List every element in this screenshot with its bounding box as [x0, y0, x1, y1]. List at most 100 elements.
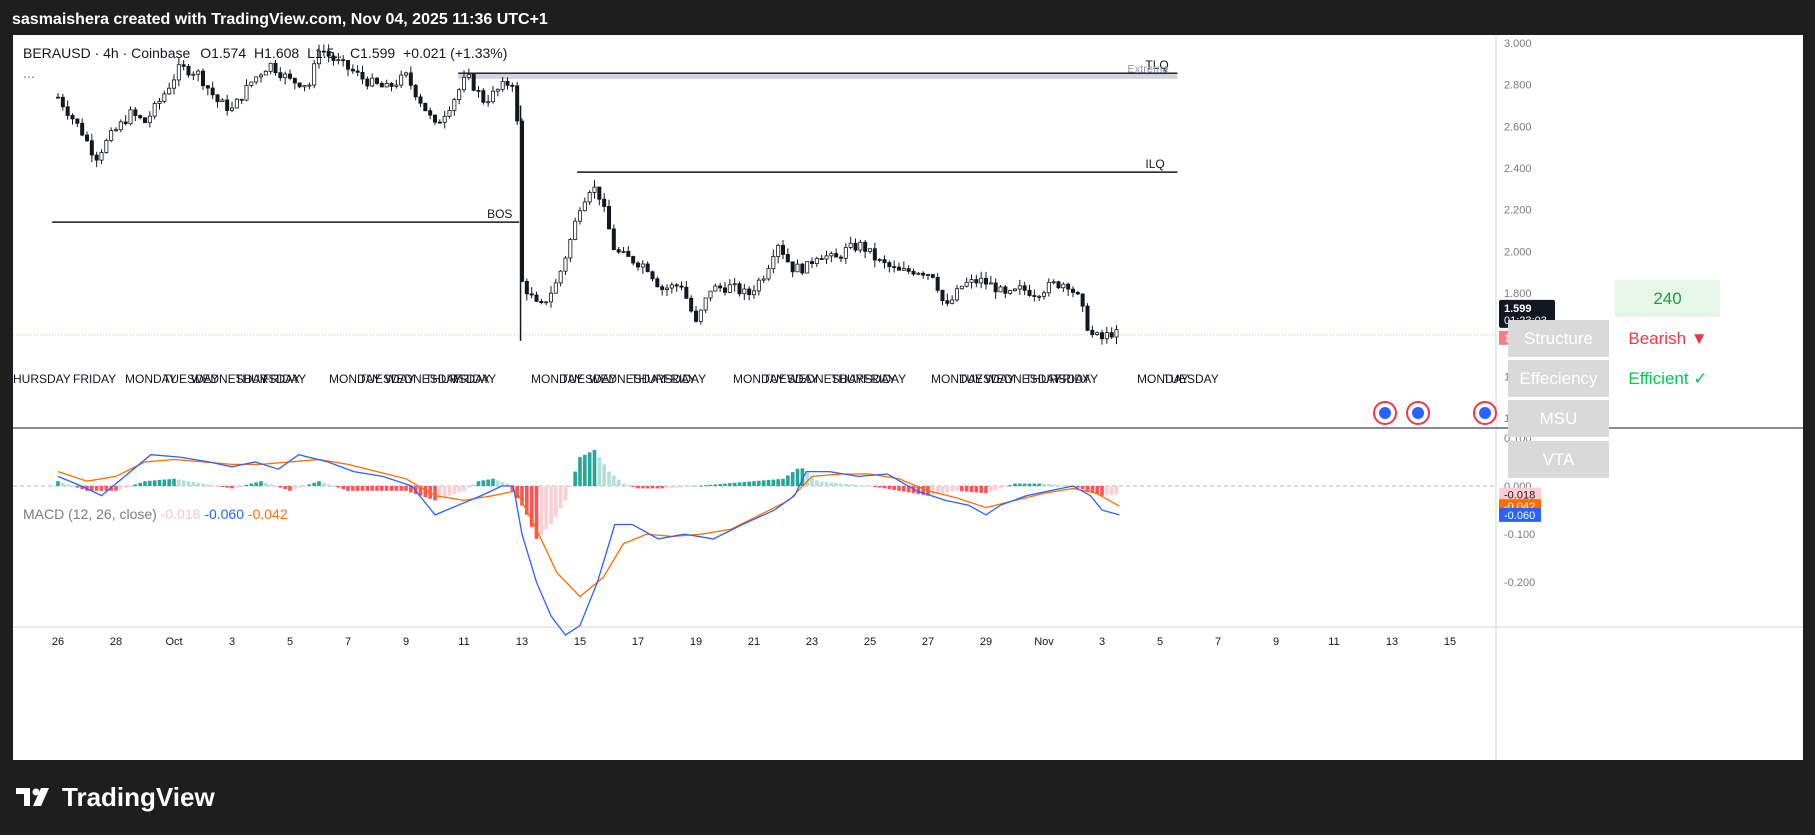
macd-hist-bar [389, 486, 394, 491]
candle-body [988, 282, 993, 285]
macd-hist-bar [181, 480, 186, 486]
candle-body [196, 70, 201, 75]
candle-body [297, 82, 302, 88]
candle-body [118, 121, 123, 131]
open-label: O [200, 45, 212, 61]
macd-hist-bar [505, 483, 510, 486]
macd-hist-bar [104, 486, 109, 491]
more-options-icon[interactable]: ... [23, 65, 35, 81]
candle-body [1056, 281, 1061, 289]
time-axis-tick-0: 26 [52, 636, 64, 648]
macd-hist-bar [244, 484, 249, 486]
candle-body [481, 90, 486, 103]
macd-hist-bar [752, 481, 756, 486]
close-label: C [350, 45, 361, 61]
session-label-21: FRIDAY [863, 372, 906, 386]
macd-hist-bar [206, 484, 210, 486]
macd-hist-bar [703, 485, 708, 487]
macd-hist-bar [201, 483, 205, 486]
candle-body [597, 186, 602, 200]
candle-body [848, 242, 853, 248]
macd-hist-bar [805, 472, 809, 486]
candle-body [234, 98, 239, 109]
candle-body [457, 89, 462, 101]
macd-hist-bar [790, 472, 795, 486]
candle-body [727, 284, 732, 293]
candle-body [490, 90, 495, 103]
macd-hist-bar [1109, 486, 1114, 496]
macd-hist-bar [1056, 484, 1061, 486]
time-axis-tick-9: 15 [574, 636, 586, 648]
candle-body [621, 250, 626, 253]
candle-body [1013, 288, 1018, 291]
candle-body [669, 284, 674, 289]
macd-hist-bar [56, 481, 60, 486]
macd-hist-bar [718, 483, 722, 486]
macd-hist-bar [1090, 486, 1095, 493]
session-label-28: TUESDAY [1163, 372, 1219, 386]
candle-body [553, 282, 558, 294]
macd-hist-bar [404, 486, 408, 491]
candle-body [1090, 329, 1095, 335]
macd-hist-bar [167, 479, 171, 486]
candle-body [887, 262, 892, 267]
level-label-ilq: ILQ [1145, 157, 1164, 171]
candle-body [99, 152, 104, 161]
candle-body [505, 81, 510, 86]
macd-hist-bar [795, 468, 800, 486]
macd-hist-bar [558, 486, 563, 509]
macd-hist-bar [771, 479, 776, 486]
candle-body [926, 274, 931, 276]
close-value: 1.599 [360, 45, 396, 61]
macd-hist-bar [191, 481, 196, 486]
time-axis-tick-21: 9 [1273, 636, 1279, 648]
macd-hist-bar [525, 486, 529, 515]
macd-hist-bar [1008, 485, 1012, 487]
candle-body [935, 276, 940, 291]
candle-body [1022, 285, 1027, 291]
chart-canvas[interactable]: 3.0002.8002.6002.4002.2002.0001.8001.600… [13, 35, 1803, 760]
high-label: H [254, 45, 265, 61]
session-label-0: HURSDAY [13, 372, 71, 386]
candle-body [790, 261, 795, 273]
candle-body [336, 59, 341, 62]
macd-hist-bar [370, 486, 374, 491]
candle-body [254, 76, 259, 83]
macd-hist-bar [815, 480, 819, 486]
macd-hist-bar [679, 486, 684, 488]
macd-hist-bar [757, 480, 761, 486]
candle-body [660, 286, 665, 290]
macd-hist-bar [1100, 486, 1104, 496]
candle-body [911, 270, 916, 275]
candle-body [114, 129, 119, 132]
macd-hist-bar [133, 484, 138, 486]
candle-body [984, 277, 989, 285]
macd-title[interactable]: MACD (12, 26, close) [23, 506, 157, 522]
macd-hist-tag [1499, 487, 1541, 502]
macd-hist-bar [974, 486, 979, 493]
time-axis-tick-19: 5 [1157, 636, 1163, 648]
candle-body [1061, 283, 1066, 289]
macd-hist-bar [1061, 485, 1066, 487]
candle-body [418, 96, 423, 104]
symbol-name[interactable]: BERAUSD · 4h · Coinbase [23, 45, 191, 61]
candle-body [901, 268, 906, 271]
candle-body [283, 73, 288, 79]
candle-body [805, 261, 810, 274]
session-label-11: FRIDAY [453, 372, 496, 386]
macd-hist-bar [491, 478, 495, 486]
macd-legend[interactable]: MACD (12, 26, close) -0.018 -0.060 -0.04… [23, 506, 288, 522]
candle-body [370, 77, 375, 87]
macd-hist-bar [114, 486, 118, 491]
candle-body [587, 192, 592, 203]
candle-body [544, 301, 549, 304]
timeframe-badge: 240 [1615, 280, 1720, 317]
chart-frame[interactable]: 3.0002.8002.6002.4002.2002.0001.8001.600… [13, 35, 1803, 760]
macd-hist-bar [225, 486, 229, 488]
panel-label-efficiency: Effeciency [1508, 360, 1609, 397]
candle-body [413, 84, 418, 98]
candle-body [1017, 285, 1022, 290]
session-label-1: FRIDAY [73, 372, 116, 386]
symbol-legend[interactable]: BERAUSD · 4h · Coinbase O1.574 H1.608 L1… [23, 45, 507, 61]
macd-hist-bar [65, 484, 70, 486]
